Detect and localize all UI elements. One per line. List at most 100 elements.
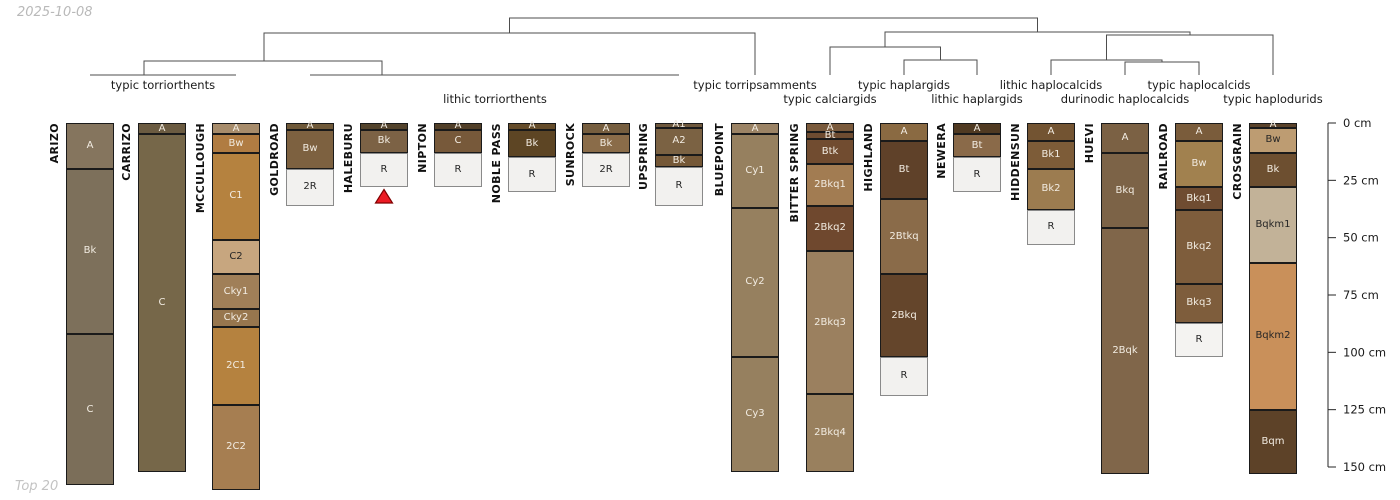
horizon-label: A xyxy=(1121,131,1129,143)
horizon-label: Bk xyxy=(377,135,391,147)
dendrogram-link xyxy=(1106,34,1274,75)
horizon-arizo-c: C xyxy=(66,333,114,486)
horizon-carrizo-c: C xyxy=(138,134,186,472)
taxon-label-typic-haplocalcids: typic haplocalcids xyxy=(1147,78,1250,92)
profile-name-bitter-spring: BITTER SPRING xyxy=(788,123,801,223)
horizon-railroad-bkq1: Bkq1 xyxy=(1175,187,1223,211)
profile-name-hiddensun: HIDDENSUN xyxy=(1009,123,1022,201)
dendrogram-link xyxy=(1050,59,1163,75)
depth-tick-label: 100 cm xyxy=(1343,345,1386,359)
depth-tick-label: 125 cm xyxy=(1343,403,1386,417)
profile-name-newera: NEWERA xyxy=(935,123,948,179)
horizon-mccullough-cky1: Cky1 xyxy=(212,274,260,309)
horizon-label: Bt xyxy=(824,129,836,141)
horizon-label: Bk xyxy=(1266,164,1280,175)
horizon-label: R xyxy=(1195,333,1203,345)
depth-tick-label: 25 cm xyxy=(1343,173,1379,187)
profile-name-mccullough: MCCULLOUGH xyxy=(194,123,207,214)
horizon-newera-bt: Bt xyxy=(953,134,1001,158)
horizon-crosgrain-bw: Bw xyxy=(1249,127,1297,153)
horizon-crosgrain-bqkm2: Bqkm2 xyxy=(1249,262,1297,410)
horizon-sunrock-bk: Bk xyxy=(582,134,630,153)
horizon-bluepoint-a: A xyxy=(731,122,779,135)
horizon-label: Bw xyxy=(1191,158,1207,170)
horizon-label: Cy2 xyxy=(745,276,765,288)
horizon-label: 2Bkq1 xyxy=(814,178,846,190)
horizon-label: A xyxy=(528,120,536,132)
horizon-noble-pass-a: A xyxy=(508,120,556,132)
horizon-nipton-r: R xyxy=(434,152,482,188)
taxon-label-typic-calciargids: typic calciargids xyxy=(783,92,876,106)
horizon-label: Bqm xyxy=(1261,435,1285,447)
depth-tick-label: 75 cm xyxy=(1343,288,1379,302)
horizon-label: 2R xyxy=(599,164,613,175)
profile-name-sunrock: SUNROCK xyxy=(564,123,577,187)
horizon-label: 2Bkq xyxy=(891,309,917,321)
horizon-bitter-spring-bt: Bt xyxy=(806,129,854,141)
dendrogram-link xyxy=(884,31,1191,47)
depth-tick-label: 150 cm xyxy=(1343,460,1386,474)
horizon-label: Bk2 xyxy=(1041,183,1061,195)
horizon-highland-a: A xyxy=(880,123,928,142)
horizon-label: Bw xyxy=(302,143,318,155)
horizon-label: A xyxy=(602,122,610,134)
horizon-label: C xyxy=(86,403,94,415)
horizon-huevi-bkq: Bkq xyxy=(1101,152,1149,229)
horizon-label: Bk xyxy=(83,245,97,257)
profile-name-carrizo: CARRIZO xyxy=(120,123,133,181)
horizon-highland-r: R xyxy=(880,356,928,396)
horizon-mccullough-2c1: 2C1 xyxy=(212,327,260,406)
horizon-label: A xyxy=(900,126,908,138)
horizon-hiddensun-a: A xyxy=(1027,123,1075,142)
dendrogram-link xyxy=(263,32,756,75)
horizon-label: Bk xyxy=(599,137,613,149)
profile-name-nipton: NIPTON xyxy=(416,123,429,173)
horizon-crosgrain-bqkm1: Bqkm1 xyxy=(1249,187,1297,263)
taxon-label-typic-haplargids: typic haplargids xyxy=(858,78,950,92)
horizon-goldroad-2r: 2R xyxy=(286,168,334,206)
horizon-label: Cky2 xyxy=(223,311,249,323)
horizon-label: C xyxy=(454,135,462,147)
horizon-bitter-spring-2bkq3: 2Bkq3 xyxy=(806,251,854,394)
horizon-label: Bw xyxy=(228,137,244,149)
horizon-label: A xyxy=(1195,126,1203,138)
horizon-newera-a: A xyxy=(953,123,1001,135)
horizon-nipton-a: A xyxy=(434,121,482,131)
horizon-label: A1 xyxy=(672,119,686,131)
horizon-hiddensun-bk2: Bk2 xyxy=(1027,168,1075,211)
dendrogram-link xyxy=(829,46,941,75)
depth-tick-label: 0 cm xyxy=(1343,116,1372,130)
horizon-label: 2C2 xyxy=(226,441,246,453)
horizon-railroad-bw: Bw xyxy=(1175,141,1223,188)
horizon-label: 2Btkq xyxy=(889,230,919,242)
horizon-arizo-bk: Bk xyxy=(66,168,114,334)
horizon-label: C2 xyxy=(229,251,243,263)
horizon-label: 2R xyxy=(303,181,317,193)
horizon-mccullough-c2: C2 xyxy=(212,239,260,275)
dendrogram-link xyxy=(1124,61,1200,75)
horizon-haleburu-a: A xyxy=(360,121,408,131)
horizon-highland-2bkq: 2Bkq xyxy=(880,274,928,357)
taxon-label-lithic-torriorthents: lithic torriorthents xyxy=(443,92,547,106)
horizon-upspring-a2: A2 xyxy=(655,127,703,156)
horizon-label: Cy1 xyxy=(745,165,765,177)
horizon-goldroad-a: A xyxy=(286,121,334,131)
profile-name-highland: HIGHLAND xyxy=(862,123,875,192)
profile-name-goldroad: GOLDROAD xyxy=(268,123,281,196)
horizon-label: C1 xyxy=(229,190,243,202)
horizon-label: 2Bkq2 xyxy=(814,222,846,234)
horizon-carrizo-a: A xyxy=(138,123,186,135)
marker-triangle-haleburu xyxy=(374,188,394,204)
horizon-label: A xyxy=(751,122,759,134)
horizon-label: Bw xyxy=(1265,134,1281,146)
horizon-label: A xyxy=(86,139,94,151)
horizon-label: Bk xyxy=(672,154,686,166)
horizon-noble-pass-r: R xyxy=(508,157,556,192)
horizon-label: Bkq3 xyxy=(1186,297,1212,308)
horizon-label: 2C1 xyxy=(226,360,246,372)
horizon-bitter-spring-btk: Btk xyxy=(806,139,854,165)
horizon-label: R xyxy=(528,168,536,180)
horizon-mccullough-c1: C1 xyxy=(212,152,260,240)
horizon-bitter-spring-2bkq2: 2Bkq2 xyxy=(806,205,854,252)
